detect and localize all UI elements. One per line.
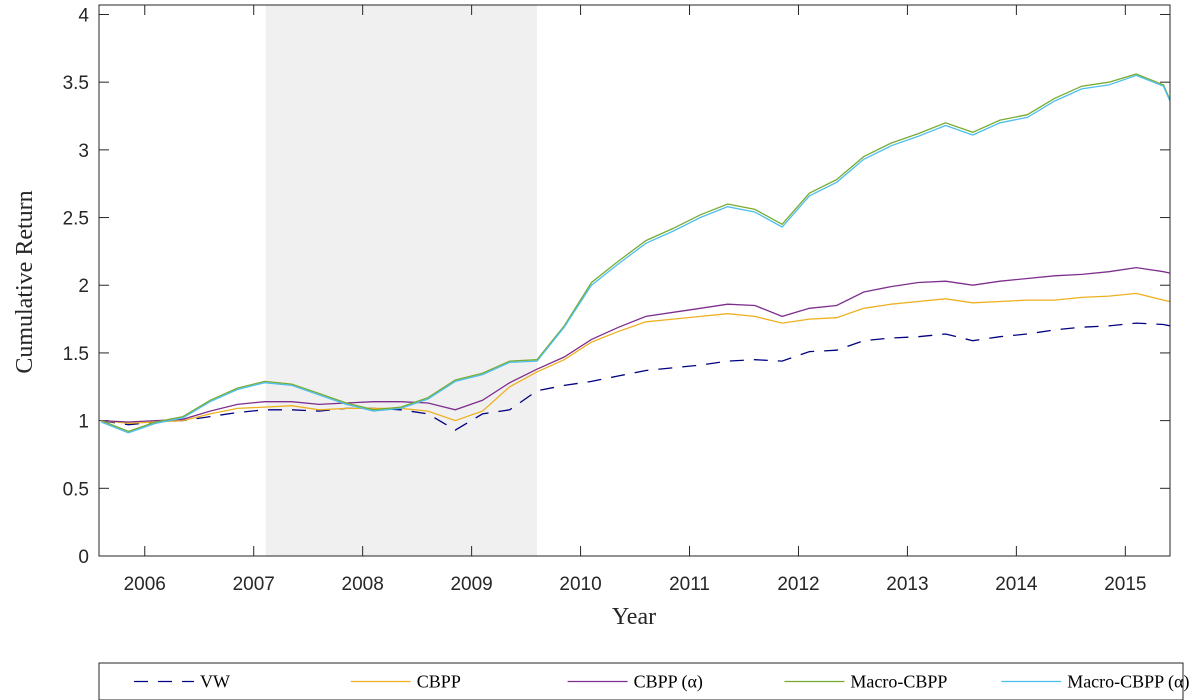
series-line bbox=[100, 74, 1171, 434]
x-tick-label: 2014 bbox=[995, 574, 1038, 595]
y-tick-label: 3 bbox=[78, 141, 89, 162]
y-axis-label: Cumulative Return bbox=[12, 190, 38, 373]
legend-label: Macro-CBPP bbox=[850, 672, 947, 692]
legend-label: CBPP (α) bbox=[634, 672, 703, 693]
x-tick-label: 2010 bbox=[559, 574, 601, 595]
x-axis-label: Year bbox=[612, 604, 656, 630]
plot-frame bbox=[98, 4, 1171, 557]
y-tick-label: 1.5 bbox=[63, 344, 89, 365]
y-tick-label: 0 bbox=[78, 547, 89, 568]
legend-label: Macro-CBPP (α) bbox=[1067, 672, 1189, 693]
x-tick-label: 2011 bbox=[669, 574, 710, 595]
series-line bbox=[101, 266, 1171, 423]
series-line bbox=[101, 292, 1171, 424]
series-line bbox=[100, 73, 1171, 433]
x-tick-label: 2006 bbox=[124, 574, 166, 595]
legend-label: CBPP bbox=[417, 672, 461, 692]
x-tick-label: 2015 bbox=[1104, 574, 1146, 595]
legend-label: VW bbox=[200, 672, 230, 692]
y-tick-label: 2.5 bbox=[63, 209, 89, 230]
x-tick-label: 2008 bbox=[342, 574, 384, 595]
y-tick-label: 0.5 bbox=[63, 479, 89, 500]
y-tick-label: 1 bbox=[78, 412, 89, 433]
shaded-region bbox=[265, 5, 537, 556]
series-line bbox=[101, 322, 1171, 431]
y-tick-label: 3.5 bbox=[63, 73, 89, 94]
x-tick-label: 2009 bbox=[450, 574, 492, 595]
x-tick-label: 2007 bbox=[233, 574, 275, 595]
x-tick-label: 2012 bbox=[777, 574, 819, 595]
y-tick-label: 4 bbox=[78, 5, 89, 26]
x-tick-label: 2013 bbox=[886, 574, 928, 595]
y-tick-label: 2 bbox=[78, 276, 89, 297]
